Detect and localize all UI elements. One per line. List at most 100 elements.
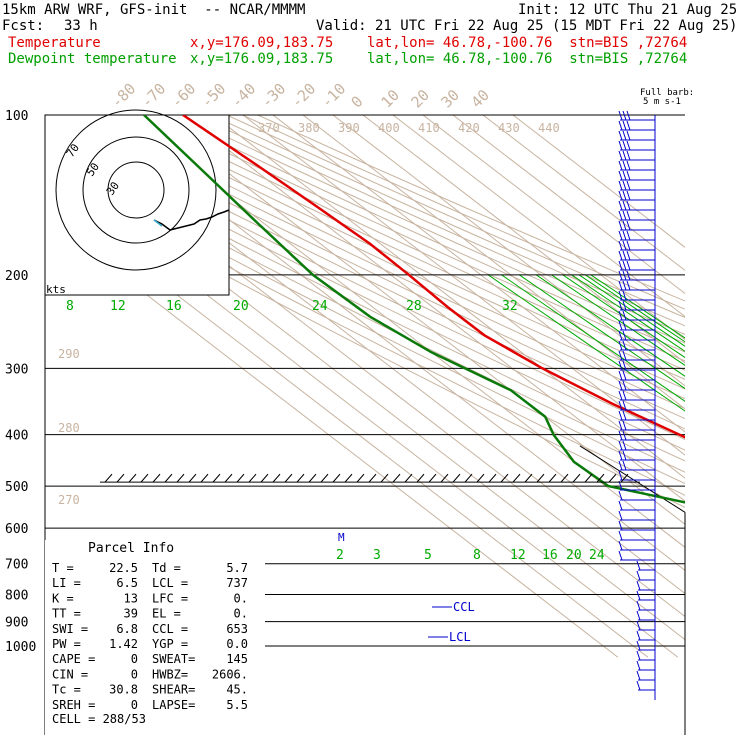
sounding-profiles	[143, 115, 685, 504]
theta-label-410: 410	[418, 121, 440, 135]
parcel-cell-4-2: CCL =	[152, 622, 188, 636]
parcel-cell-2-3: 0.	[234, 591, 248, 605]
parcel-cell-4-0: SWI =	[52, 622, 88, 636]
parcel-cell-7-2: HWBZ=	[152, 667, 188, 681]
parcel-cell-3-1: 39	[124, 607, 138, 621]
wind-barb	[618, 320, 655, 331]
wind-barb	[618, 250, 655, 261]
parcel-cell-2-0: K =	[52, 591, 74, 605]
wind-barb	[618, 340, 655, 351]
mixing-label-upper-24: 24	[312, 299, 328, 314]
temp-label--60: -60	[167, 80, 199, 112]
pressure-label-400: 400	[5, 429, 28, 444]
temp-label--10: -10	[317, 80, 349, 112]
legend-dewpoint-info: x,y=176.09,183.75 lat,lon= 46.78,-100.76…	[190, 51, 688, 67]
parcel-cell-7-1: 0	[131, 667, 138, 681]
temp-label-40: 40	[467, 86, 493, 112]
wind-barb	[618, 240, 655, 251]
temp-label-20: 20	[407, 86, 433, 112]
theta-label-370: 370	[258, 121, 280, 135]
wind-barb	[636, 570, 655, 581]
wind-barb	[636, 620, 655, 631]
parcel-cell-6-1: 0	[131, 652, 138, 666]
wind-barb	[618, 380, 655, 391]
wind-barb	[618, 500, 655, 511]
hatch-line	[100, 473, 640, 483]
m-marker: M	[338, 531, 345, 544]
dewpoint-profile	[143, 115, 685, 504]
barb-legend-line2: 5 m s-1	[643, 97, 681, 107]
parcel-cell-5-2: YGP =	[152, 637, 188, 651]
pressure-label-1000: 1000	[5, 640, 36, 655]
wind-barb	[636, 590, 655, 601]
parcel-cell-5-0: PW =	[52, 637, 81, 651]
wind-barb	[636, 670, 655, 681]
wind-barb	[618, 360, 655, 371]
wind-barb	[618, 420, 655, 431]
parcel-cell-2-1: 13	[124, 591, 138, 605]
parcel-cell-8-1: 30.8	[109, 683, 138, 697]
wind-barb	[618, 120, 655, 131]
parcel-cell-3-0: TT =	[52, 607, 81, 621]
level-annotations: CCL LCL M	[338, 531, 475, 644]
hodograph-ring-50	[82, 136, 190, 244]
theta-label-270: 270	[58, 493, 80, 507]
wind-barb	[618, 470, 655, 481]
pressure-label-800: 800	[5, 589, 28, 604]
parcel-cell-8-2: SHEAR=	[152, 683, 195, 697]
wind-barb	[636, 580, 655, 591]
pressure-label-300: 300	[5, 362, 28, 377]
parcel-cell-9-1: 0	[131, 698, 138, 712]
mixing-label-lower-24: 24	[589, 548, 605, 563]
parcel-cell-6-2: SWEAT=	[152, 652, 195, 666]
wind-barb	[618, 270, 655, 281]
temp-label-30: 30	[437, 86, 463, 112]
theta-label-400: 400	[378, 121, 400, 135]
wind-barb	[618, 330, 655, 341]
hodograph-ring-label-50: 50	[84, 160, 102, 178]
wind-barb	[636, 650, 655, 661]
parcel-cell-1-3: 737	[226, 576, 248, 590]
mixing-label-lower-8: 8	[473, 548, 481, 563]
pressure-label-700: 700	[5, 558, 28, 573]
wind-barb	[618, 510, 655, 521]
mixing-label-lower-20: 20	[566, 548, 582, 563]
wind-barb	[618, 210, 655, 221]
wind-barb	[618, 430, 655, 441]
theta-label-280: 280	[58, 421, 80, 435]
temp-label-10: 10	[377, 86, 403, 112]
parcel-cell: CELL = 288/53	[52, 712, 146, 726]
theta-label-390: 390	[338, 121, 360, 135]
wind-barb	[618, 350, 655, 361]
mixing-label-upper-16: 16	[166, 299, 182, 314]
wind-barb	[618, 260, 655, 271]
mixing-label-upper-20: 20	[233, 299, 249, 314]
mixing-label-upper-8: 8	[66, 299, 74, 314]
parcel-cell-5-1: 1.42	[109, 637, 138, 651]
pressure-label-100: 100	[5, 109, 28, 124]
wind-barb	[618, 410, 655, 421]
wind-barb	[618, 530, 655, 541]
wind-barb	[618, 490, 655, 501]
ccl-label: CCL	[453, 600, 475, 614]
parcel-info-panel: Parcel Info T = 22.5 Td = 5.7 LI = 6.5 LCL = 73…	[45, 540, 265, 738]
wind-barb	[636, 600, 655, 611]
wind-barb	[618, 460, 655, 471]
parcel-cell-0-1: 22.5	[109, 561, 138, 575]
theta-label-430: 430	[498, 121, 520, 135]
parcel-cell-7-0: CIN =	[52, 667, 88, 681]
wind-barb	[636, 660, 655, 671]
theta-label-440: 440	[538, 121, 560, 135]
mixing-label-upper-32: 32	[502, 299, 518, 314]
forecast-label: Fcst:	[2, 18, 45, 34]
temperature-profile	[182, 115, 685, 439]
hodograph-ring-label-30: 30	[104, 179, 122, 197]
parcel-cell-9-3: 5.5	[226, 698, 248, 712]
parcel-cell-5-3: 0.0	[226, 637, 248, 651]
wind-barb	[618, 300, 655, 311]
wind-barb	[618, 450, 655, 461]
parcel-cell-9-0: SREH =	[52, 698, 95, 712]
legend-temperature-info: x,y=176.09,183.75 lat,lon= 46.78,-100.76…	[190, 35, 688, 51]
wind-barb	[618, 220, 655, 231]
mixing-label-lower-12: 12	[510, 548, 526, 563]
